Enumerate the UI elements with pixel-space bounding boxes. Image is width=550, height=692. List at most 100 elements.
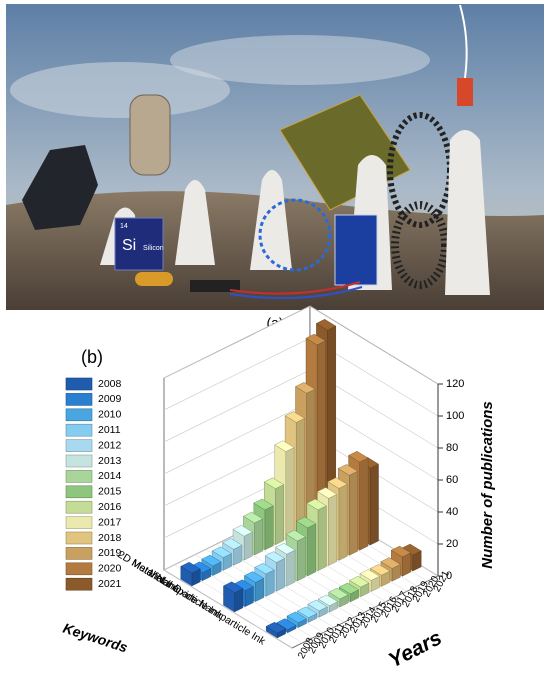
legend-swatch [65,377,93,391]
bar-side [243,531,253,561]
bar-top [307,599,328,612]
bar-side [276,558,285,592]
legend-label: 2010 [98,409,122,421]
legend-swatch [65,577,93,591]
z-tick-label: 100 [446,410,464,422]
bar-side [317,505,327,572]
x-axis-title: Years [385,626,446,672]
legend-label: 2011 [98,424,121,436]
bar-top [390,545,412,558]
bar-top [369,564,391,576]
rock [22,145,98,230]
wire [459,4,468,79]
bar-top [285,529,306,542]
bar-top [274,440,295,452]
chip [190,280,240,292]
floor-grid [163,569,293,649]
bar-top [327,477,348,489]
bar-top [232,525,253,537]
legend-swatch [65,531,93,545]
bar-top [306,498,327,511]
bar-top [337,464,359,476]
chart: 0 20 40 60 80 100 120 2008 2009 2010 2011 2012 2013 2… [61,305,496,672]
bar-top [264,551,286,563]
bar-top [201,554,222,567]
legend-label: 2018 [98,532,122,544]
bar-side [254,518,263,556]
bar-top [222,538,243,550]
bar-top [316,487,338,499]
cable [229,281,361,295]
bar-top [296,516,317,529]
bar-top [296,606,318,618]
cloud [170,35,430,85]
bar-side [265,569,275,597]
cloud [10,62,230,118]
z-tick-label: 20 [446,538,458,550]
bar-side [338,483,348,561]
bar-top [380,557,401,569]
bar-top [253,498,274,511]
bar-top [286,611,307,624]
z-tick-label: 80 [446,442,458,454]
bar-top [223,581,244,593]
bar-side [275,484,284,546]
bar-side [264,505,274,551]
legend-swatch [65,485,93,499]
legend-label: 2014 [98,470,122,482]
element-number: 14 [120,223,128,230]
legend-label: 2021 [98,578,122,590]
bar-top [317,594,339,607]
z-tick-label: 40 [446,506,458,518]
bar-top [338,582,360,595]
element-name: Silicon [143,245,164,252]
bar [223,581,244,613]
legend-swatch [65,439,93,452]
legend-swatch [65,408,93,422]
z-tick-label: 120 [446,378,464,390]
legend-swatch [65,470,93,483]
z-tick-label: 60 [446,474,458,486]
battery [135,272,173,286]
bar-top [275,543,296,555]
legend-swatch [65,500,93,514]
bar-top [295,382,316,394]
bar-side [296,417,305,535]
legend-label: 2008 [98,378,122,390]
bar-top [349,575,370,588]
bar-side [285,447,295,540]
element-symbol: Si [122,237,136,254]
legend-label: 2015 [98,486,122,498]
legend-label: 2016 [98,501,122,513]
bar-side [359,457,369,551]
y-axis-title: Keywords [61,620,130,656]
z-tick-label: 0 [446,570,452,582]
legend-swatch [65,454,93,468]
bar-top [211,546,233,558]
bar-top [359,569,380,581]
bar [390,545,412,577]
legend-label: 2020 [98,563,122,575]
bar-top [305,333,326,346]
bar-top [315,319,337,331]
bar-top [242,511,264,524]
bar-top [180,561,201,574]
bar-top [284,411,306,423]
grid-line [163,305,439,385]
legend-label: 2009 [98,393,122,405]
legend-swatch [65,547,93,560]
bar [265,621,287,639]
legend-swatch [65,393,93,406]
bar [180,561,201,587]
illustration: 14 Si Silicon [6,4,544,310]
solar-panel [334,214,378,286]
nanotube-ring [391,201,449,289]
fullerene [258,198,332,272]
silicon-tile [114,217,164,271]
legend-swatch [65,562,93,576]
bar-side [370,463,379,546]
bar-top [254,562,275,575]
vacuum-tube [129,94,171,176]
bar-top [243,571,265,583]
